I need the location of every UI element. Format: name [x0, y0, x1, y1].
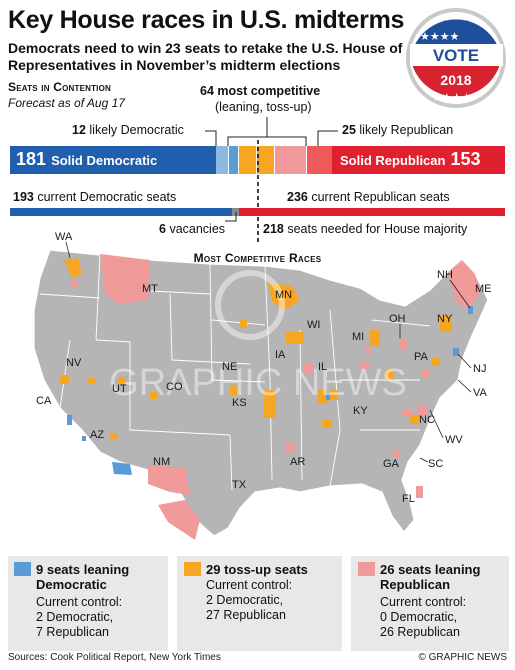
- tossup-districts: [60, 258, 452, 439]
- state-label-co: CO: [166, 381, 183, 393]
- badge-year-text: 2018: [440, 72, 471, 88]
- state-label-ne: NE: [222, 361, 237, 373]
- svg-text:★★★★: ★★★★: [432, 91, 472, 104]
- current-rep-bar: [239, 208, 505, 216]
- lean-rep-districts: [72, 254, 480, 540]
- lean-dem-bar: [228, 146, 238, 174]
- legend-control-a: 2 Democratic,: [36, 610, 114, 624]
- state-label-pa: PA: [414, 351, 429, 363]
- state-label-nm: NM: [153, 456, 170, 468]
- state-label-ks: KS: [232, 397, 247, 409]
- legend-title-tossup: 29 toss-up seats: [206, 562, 308, 577]
- state-label-mi: MI: [352, 331, 364, 343]
- current-dem-label: 193 current Democratic seats: [13, 190, 177, 204]
- legend-title-lean-dem: 9 seats leaning Democratic: [36, 562, 130, 592]
- solid-rep-label: Solid Republican 153: [340, 149, 481, 169]
- legend-control-b: 7 Republican: [36, 625, 109, 639]
- legend-control-a: 2 Democratic,: [206, 593, 284, 607]
- vote-badge-icon: ★★★★ ★★★★ VOTE 2018: [406, 8, 506, 108]
- legend-control-label: Current control:: [206, 578, 293, 592]
- vacancies-label: 6 vacancies: [159, 222, 226, 236]
- state-label-nh: NH: [437, 269, 453, 281]
- credit-text: © GRAPHIC NEWS: [418, 652, 508, 663]
- us-map: GRAPHIC NEWS WA MT MN NH ME WI MI NY OH …: [33, 231, 492, 540]
- majority-line: [257, 140, 259, 242]
- legend-lean-rep: [351, 556, 509, 651]
- solid-dem-label: 181 Solid Democratic: [16, 149, 158, 169]
- solid-dem-bar: [10, 146, 216, 174]
- state-label-ny: NY: [437, 313, 453, 325]
- state-label-fl: FL: [402, 493, 415, 505]
- legend-control-label: Current control:: [36, 595, 123, 609]
- state-label-nc: NC: [419, 414, 435, 426]
- state-label-oh: OH: [389, 313, 406, 325]
- state-label-az: AZ: [90, 429, 104, 441]
- page-subtitle: Democrats need to win 23 seats to retake…: [8, 40, 403, 73]
- state-label-va: VA: [473, 387, 488, 399]
- legend-control-a: 0 Democratic,: [380, 610, 458, 624]
- state-label-ia: IA: [275, 349, 286, 361]
- competitive-label: 64 most competitive: [200, 84, 321, 98]
- competitive-sub: (leaning, toss-up): [215, 100, 312, 114]
- state-label-wi: WI: [307, 319, 320, 331]
- state-label-wv: WV: [445, 434, 463, 446]
- state-label-ut: UT: [112, 383, 127, 395]
- likely-rep-label: 25 likely Republican: [342, 123, 454, 137]
- lean-rep-bar: [274, 146, 306, 174]
- state-label-ar: AR: [290, 456, 305, 468]
- legend-tossup: [177, 556, 342, 651]
- forecast-date: Forecast as of Aug 17: [8, 96, 125, 110]
- likely-rep-bar: [306, 146, 332, 174]
- legend-control-label: Current control:: [380, 595, 467, 609]
- state-label-mt: MT: [142, 283, 158, 295]
- state-label-nv: NV: [66, 357, 82, 369]
- us-mainland: [33, 249, 489, 537]
- state-label-wa: WA: [55, 231, 73, 243]
- badge-vote-text: VOTE: [433, 46, 479, 65]
- legend-title-lean-rep: 26 seats leaning Republican: [380, 562, 481, 592]
- state-label-sc: SC: [428, 458, 443, 470]
- state-label-mn: MN: [275, 289, 292, 301]
- section-heading: Seats in Contention: [8, 80, 111, 94]
- sources-text: Sources: Cook Political Report, New York…: [8, 652, 221, 663]
- legend-swatch-tossup: [184, 562, 201, 576]
- state-label-ky: KY: [353, 405, 368, 417]
- state-label-tx: TX: [232, 479, 247, 491]
- legend-control-b: 26 Republican: [380, 625, 460, 639]
- solid-rep-bar: [332, 146, 505, 174]
- map-title: Most Competitive Races: [193, 251, 322, 265]
- legend-control-b: 27 Republican: [206, 608, 286, 622]
- likely-dem-bar: [216, 146, 228, 174]
- state-label-ga: GA: [383, 458, 400, 470]
- current-dem-bar: [10, 208, 232, 216]
- current-rep-label: 236 current Republican seats: [287, 190, 450, 204]
- legend-swatch-lean-dem: [14, 562, 31, 576]
- legend-swatch-lean-rep: [358, 562, 375, 576]
- state-label-ca: CA: [36, 395, 52, 407]
- state-label-me: ME: [475, 283, 492, 295]
- bracket-lines: [205, 117, 338, 146]
- svg-text:★★★★: ★★★★: [420, 30, 460, 43]
- state-label-il: IL: [318, 361, 327, 373]
- lean-dem-districts: [67, 306, 473, 475]
- legend-lean-dem: [8, 556, 168, 651]
- state-label-nj: NJ: [473, 363, 486, 375]
- page-title: Key House races in U.S. midterms: [8, 6, 405, 34]
- majority-label: 218 seats needed for House majority: [263, 222, 468, 236]
- map-watermark: GRAPHIC NEWS: [109, 362, 407, 404]
- likely-dem-label: 12 likely Democratic: [72, 123, 184, 137]
